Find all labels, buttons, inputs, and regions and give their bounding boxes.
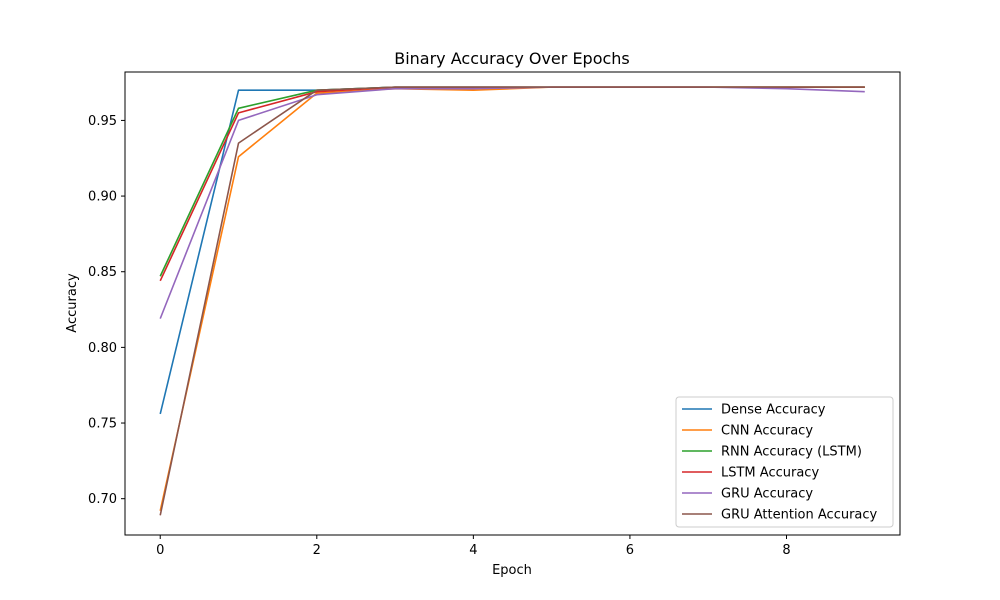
series-layer [159,86,865,516]
y-tick-label: 0.95 [88,114,117,129]
x-tick-label: 2 [313,543,321,558]
y-tick-label: 0.75 [88,417,117,432]
legend-entry-label: GRU Attention Accuracy [721,508,878,523]
legend-entry-label: CNN Accuracy [721,424,813,439]
legend-entry-label: RNN Accuracy (LSTM) [721,445,862,460]
x-axis-ticks: 0 2 4 6 8 [156,535,791,558]
x-tick-label: 8 [782,543,790,558]
y-tick-label: 0.90 [88,190,117,205]
y-tick-label: 0.85 [88,265,117,280]
y-axis-ticks: 0.70 0.75 0.80 0.85 0.90 0.95 [88,114,125,507]
series-line-rnn-accuracy-lstm [159,86,865,277]
legend-entry-label: Dense Accuracy [721,403,826,418]
legend-frame [675,396,894,528]
x-tick-label: 4 [469,543,477,558]
series-line-lstm-accuracy [159,86,865,282]
legend: Dense Accuracy CNN Accuracy RNN Accuracy (… [675,396,894,528]
series-line-gru-accuracy [159,86,865,319]
series-line-dense-accuracy [159,86,865,415]
x-tick-label: 0 [156,543,164,558]
y-tick-label: 0.70 [88,492,117,507]
x-tick-label: 6 [626,543,634,558]
y-axis-label: Accuracy [65,273,80,333]
legend-entry-label: GRU Accuracy [721,487,813,502]
x-axis-label: Epoch [492,563,532,578]
plot-frame [124,71,901,536]
series-line-gru-attention-accuracy [159,86,865,516]
legend-entry-label: LSTM Accuracy [721,466,819,481]
chart-title: Binary Accuracy Over Epochs [394,49,630,68]
y-tick-label: 0.80 [88,341,117,356]
